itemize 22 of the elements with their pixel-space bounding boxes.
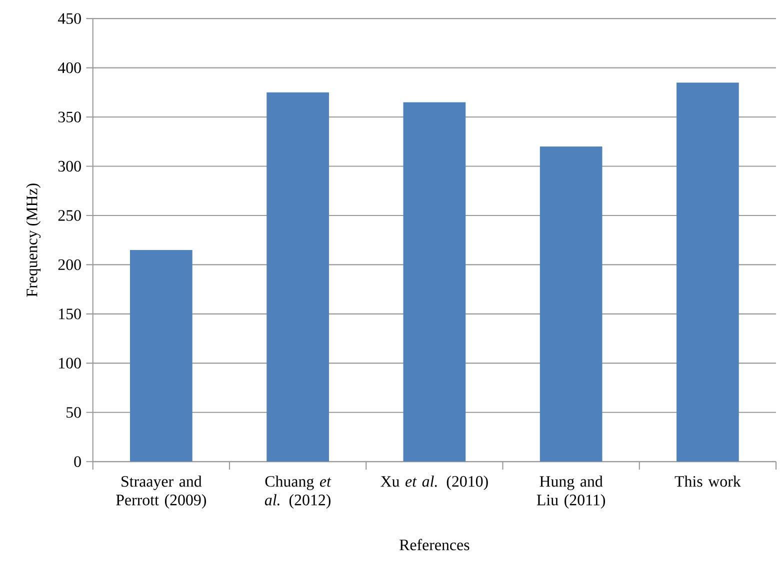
- category-label: Chuang et al. (2012): [264, 476, 332, 509]
- y-tick-label: 0: [74, 456, 81, 467]
- x-tick-label: This work: [674, 476, 741, 487]
- y-tick-label: 100: [59, 358, 81, 369]
- x-axis-title: References: [400, 538, 470, 550]
- y-tick-label: 50: [66, 407, 81, 418]
- bar: [266, 92, 329, 462]
- y-tick-label: 200: [58, 259, 81, 270]
- y-axis-title: Frequency (MHz): [26, 184, 41, 297]
- y-tick-label: 250: [58, 210, 81, 221]
- x-tick-label: Xu et al. (2010): [380, 476, 488, 490]
- bar: [540, 146, 602, 462]
- y-tick-label: 300: [58, 160, 81, 172]
- x-tick-label: Straayer and Perrott (2009): [116, 476, 206, 509]
- bar: [130, 250, 192, 462]
- y-tick-label: 400: [58, 62, 81, 74]
- x-tick-label: Hung and Liu (2011): [536, 476, 606, 509]
- bar: [676, 82, 739, 462]
- bar: [403, 102, 466, 462]
- y-tick-label: 150: [59, 308, 81, 320]
- y-tick-label: 350: [58, 112, 81, 122]
- y-tick-label: 450: [58, 13, 81, 24]
